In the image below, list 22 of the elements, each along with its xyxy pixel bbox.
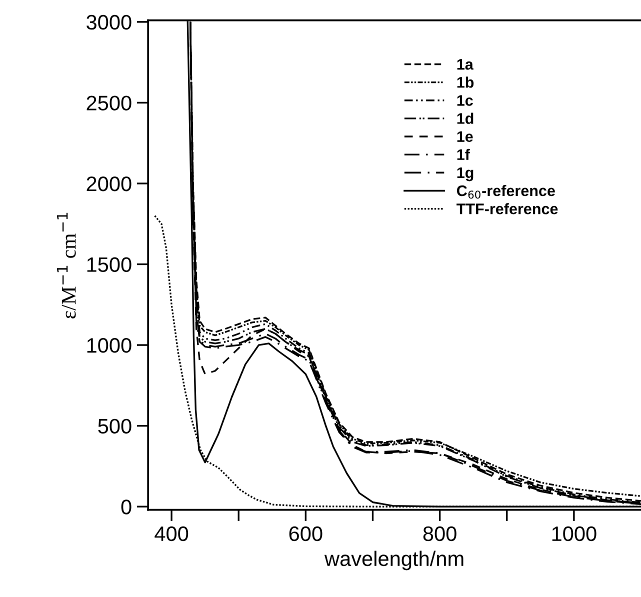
x-tick-label: 600 bbox=[289, 526, 322, 542]
legend-label: 1c bbox=[457, 95, 473, 106]
legend-label: 1g bbox=[457, 167, 474, 182]
legend-label: 1b bbox=[457, 76, 474, 88]
y-tick-label: 1500 bbox=[87, 257, 132, 272]
legend-label: TTF-reference bbox=[456, 203, 558, 214]
x-tick-label: 1000 bbox=[552, 526, 596, 542]
legend-label: C$_{60}$-reference bbox=[456, 184, 555, 199]
legend-label: 1a bbox=[457, 59, 474, 70]
x-axis-title: wavelength/nm bbox=[324, 550, 464, 570]
x-tick-label: 800 bbox=[423, 526, 456, 542]
y-tick-label: 1000 bbox=[87, 338, 132, 353]
y-tick-label: 2500 bbox=[86, 96, 132, 110]
legend-label: 1f bbox=[457, 148, 470, 160]
y-axis-title: ε/M$^{−1}$ cm$^{−1}$ bbox=[57, 212, 76, 318]
x-tick-label: 400 bbox=[154, 526, 188, 542]
legend-label: 1d bbox=[457, 112, 474, 124]
y-tick-label: 3000 bbox=[86, 14, 132, 30]
y-tick-label: 0 bbox=[121, 500, 132, 514]
y-tick-label: 500 bbox=[98, 418, 132, 434]
legend-label: 1e bbox=[457, 131, 473, 142]
y-tick-label: 2000 bbox=[86, 176, 132, 192]
